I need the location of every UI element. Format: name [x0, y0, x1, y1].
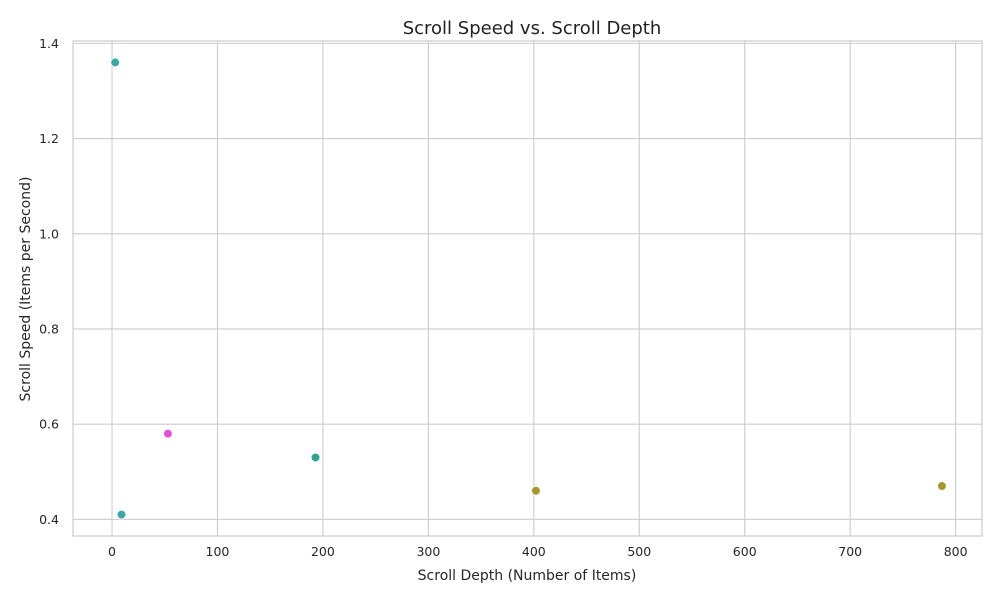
data-point — [937, 481, 947, 491]
data-point — [310, 452, 321, 463]
x-tick-label: 800 — [944, 544, 968, 559]
y-tick-labels: 0.4 0.6 0.8 1.0 1.2 1.4 — [39, 36, 59, 527]
data-point — [116, 509, 127, 520]
plot-frame — [72, 40, 983, 537]
x-tick-label: 700 — [838, 544, 862, 559]
data-points — [110, 57, 947, 520]
x-axis-label: Scroll Depth (Number of Items) — [418, 568, 637, 584]
x-tick-label: 100 — [206, 544, 230, 559]
chart-title: Scroll Speed vs. Scroll Depth — [403, 18, 662, 39]
y-tick-label: 0.6 — [39, 417, 59, 432]
data-point — [163, 428, 173, 439]
y-tick-label: 1.0 — [39, 226, 59, 241]
data-point — [531, 485, 541, 496]
x-tick-labels: 0 100 200 300 400 500 600 700 800 — [108, 544, 968, 559]
x-tick-label: 500 — [627, 544, 651, 559]
x-tick-label: 0 — [108, 544, 116, 559]
x-tick-label: 600 — [733, 544, 757, 559]
x-tick-label: 300 — [416, 544, 440, 559]
y-tick-label: 0.8 — [39, 321, 59, 336]
x-tick-label: 200 — [311, 544, 335, 559]
data-point — [110, 57, 120, 68]
grid — [73, 41, 982, 536]
y-tick-label: 0.4 — [39, 512, 59, 527]
y-tick-label: 1.4 — [39, 36, 59, 51]
y-axis-label: Scroll Speed (Items per Second) — [18, 177, 34, 402]
x-tick-label: 400 — [522, 544, 546, 559]
y-tick-label: 1.2 — [39, 131, 59, 146]
